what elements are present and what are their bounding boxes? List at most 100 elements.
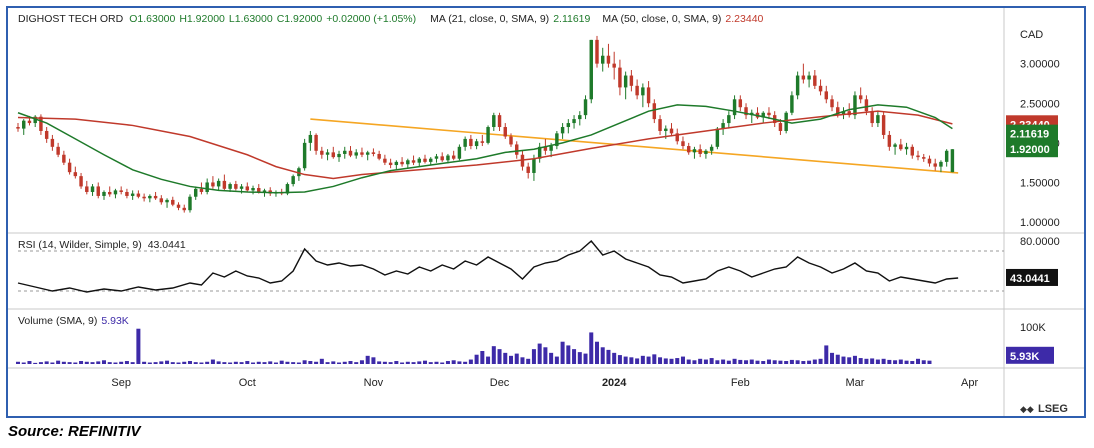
candle bbox=[744, 107, 748, 116]
volume-bar bbox=[898, 359, 903, 364]
candle bbox=[480, 141, 485, 143]
candle bbox=[417, 158, 421, 163]
volume-bar bbox=[222, 362, 227, 364]
volume-bar bbox=[589, 332, 594, 364]
candle bbox=[291, 176, 295, 185]
volume-bar bbox=[296, 362, 301, 364]
candle bbox=[325, 152, 330, 155]
volume-bar bbox=[744, 360, 749, 364]
candle bbox=[830, 99, 834, 108]
candle bbox=[509, 136, 513, 145]
volume-bar bbox=[893, 360, 898, 364]
volume-bar bbox=[921, 360, 926, 364]
volume-bar bbox=[130, 362, 135, 364]
volume-bar bbox=[881, 358, 886, 364]
x-tick-label: Dec bbox=[490, 377, 510, 389]
candle bbox=[297, 168, 301, 177]
volume-bar bbox=[325, 362, 330, 364]
candle bbox=[434, 156, 439, 159]
volume-bar bbox=[210, 359, 215, 364]
volume-bar bbox=[440, 362, 445, 364]
candle bbox=[337, 153, 341, 158]
volume-bar bbox=[732, 358, 737, 364]
candlestick-chart[interactable]: 3.000002.500002.000001.500001.00000CAD2.… bbox=[8, 8, 1084, 416]
volume-bar bbox=[663, 358, 668, 364]
candle bbox=[692, 149, 697, 153]
candle bbox=[411, 160, 416, 163]
volume-bar bbox=[537, 343, 542, 364]
volume-bar bbox=[50, 362, 55, 364]
volume-bar bbox=[772, 360, 777, 364]
volume-bar bbox=[27, 361, 32, 364]
volume-bar bbox=[124, 361, 129, 364]
candle bbox=[182, 207, 186, 211]
volume-bar bbox=[594, 341, 599, 364]
volume-bar bbox=[778, 360, 783, 364]
candle bbox=[841, 111, 846, 115]
volume-bar bbox=[875, 359, 880, 364]
candle bbox=[400, 161, 404, 165]
candle bbox=[589, 39, 593, 100]
candle bbox=[583, 99, 588, 116]
candle bbox=[572, 119, 576, 124]
candle bbox=[732, 99, 737, 116]
candle bbox=[635, 85, 639, 96]
candle bbox=[406, 160, 410, 165]
volume-bar bbox=[107, 362, 112, 364]
volume-bar bbox=[766, 359, 771, 364]
volume-bar bbox=[113, 362, 118, 364]
volume-bar bbox=[371, 357, 376, 364]
candle bbox=[193, 188, 198, 197]
candle bbox=[939, 161, 943, 167]
x-tick-label: Oct bbox=[239, 377, 256, 389]
candle bbox=[365, 152, 370, 155]
candle bbox=[308, 134, 313, 143]
volume-bar bbox=[480, 351, 485, 364]
volume-bar bbox=[273, 362, 278, 364]
candle bbox=[560, 127, 565, 134]
candle bbox=[549, 146, 553, 151]
volume-bar bbox=[15, 361, 21, 364]
candle bbox=[555, 133, 559, 147]
volume-bar bbox=[864, 358, 869, 364]
candle bbox=[153, 195, 158, 199]
volume-bar bbox=[142, 361, 147, 364]
volume-bar bbox=[101, 360, 106, 364]
candle bbox=[578, 115, 582, 120]
candle bbox=[543, 146, 548, 151]
candle bbox=[629, 75, 634, 86]
candle bbox=[16, 127, 20, 129]
candle bbox=[383, 158, 387, 163]
volume-bar bbox=[761, 361, 766, 364]
close-value: C1.92000 bbox=[277, 13, 323, 25]
volume-bar bbox=[560, 341, 565, 364]
volume-bar bbox=[165, 360, 170, 364]
volume-bar bbox=[463, 361, 468, 364]
volume-bar bbox=[262, 362, 267, 364]
volume-bar bbox=[749, 359, 754, 364]
candle bbox=[715, 128, 720, 147]
candle bbox=[113, 190, 118, 195]
volume-bar bbox=[686, 359, 691, 364]
volume-bar bbox=[577, 352, 582, 364]
candle bbox=[39, 116, 43, 131]
candle bbox=[526, 166, 530, 173]
volume-bar bbox=[927, 360, 932, 364]
volume-bar bbox=[847, 357, 852, 364]
volume-bar bbox=[600, 347, 605, 364]
volume-bar bbox=[96, 361, 101, 364]
ma21-value: 2.11619 bbox=[553, 13, 590, 25]
volume-bar bbox=[514, 353, 519, 364]
volume-bar bbox=[354, 362, 359, 364]
volume-bar bbox=[858, 358, 863, 364]
volume-badge-bg bbox=[1006, 346, 1054, 364]
candle bbox=[927, 158, 932, 164]
candle bbox=[371, 152, 376, 154]
candle bbox=[916, 155, 920, 158]
volume-bar bbox=[675, 358, 680, 364]
symbol-title: DIGHOST TECH ORD bbox=[18, 13, 124, 25]
candle bbox=[807, 75, 811, 80]
candle bbox=[245, 186, 250, 191]
candle bbox=[394, 161, 399, 166]
volume-bar bbox=[692, 360, 697, 364]
